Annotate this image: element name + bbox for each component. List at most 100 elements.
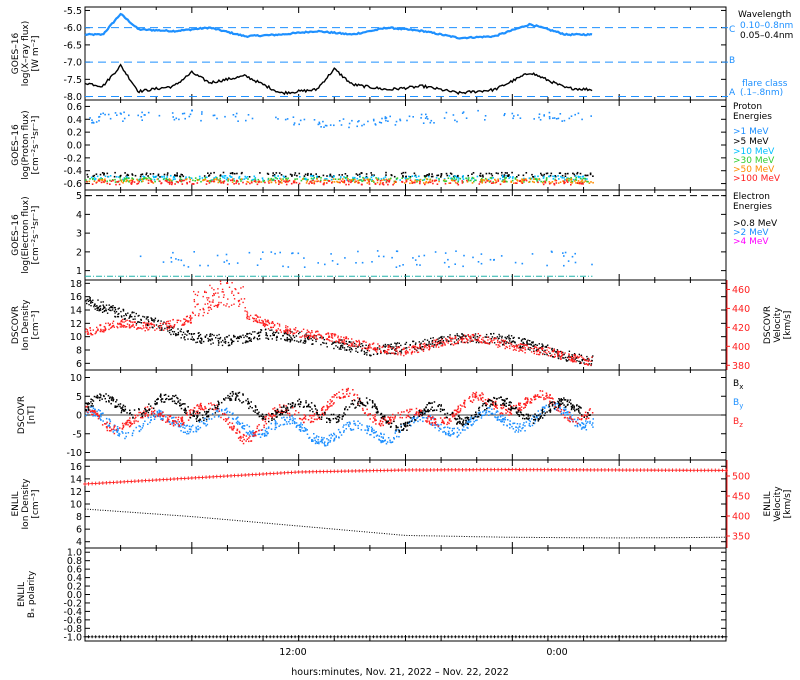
proton-point	[440, 174, 443, 177]
electron-point	[248, 251, 251, 254]
proton-point	[350, 180, 353, 183]
proton-point	[300, 179, 303, 182]
density-point	[456, 333, 458, 335]
proton-point	[457, 179, 460, 181]
proton-point	[502, 176, 504, 178]
density-point	[340, 346, 342, 348]
velocity-point	[145, 324, 147, 327]
proton-point	[553, 175, 556, 178]
velocity-point	[443, 342, 445, 344]
velocity-point	[168, 323, 171, 325]
mag-point	[502, 406, 505, 409]
mag-point	[400, 411, 403, 413]
velocity-point	[162, 322, 164, 324]
mag-point	[294, 418, 296, 420]
proton-point	[114, 178, 116, 181]
velocity-point	[147, 329, 149, 331]
mag-point	[453, 432, 455, 434]
velocity-point	[524, 352, 526, 354]
velocity-point	[441, 341, 443, 343]
mag-point	[456, 410, 458, 413]
velocity-point	[352, 343, 354, 345]
proton-point	[152, 175, 155, 178]
mag-point	[222, 413, 224, 415]
proton-point	[245, 119, 247, 122]
proton-point	[246, 176, 249, 178]
mag-point	[162, 417, 164, 420]
proton-point	[342, 181, 344, 183]
proton-point	[533, 181, 535, 184]
velocity-point	[233, 303, 235, 305]
mag-point	[116, 430, 118, 433]
proton-point	[372, 118, 375, 121]
density-point	[448, 340, 450, 342]
proton-point	[511, 112, 514, 115]
proton-point	[285, 183, 288, 186]
proton-point	[444, 182, 447, 185]
mag-point	[260, 429, 263, 431]
density-point	[441, 343, 444, 345]
density-point	[430, 337, 432, 340]
density-point	[573, 353, 576, 355]
mag-point	[392, 413, 394, 416]
proton-point	[589, 172, 592, 175]
velocity-point	[311, 331, 313, 334]
density-point	[244, 335, 247, 337]
density-point	[447, 340, 449, 342]
proton-point	[573, 173, 576, 176]
mag-point	[231, 429, 233, 431]
mag-point	[270, 428, 273, 430]
density-point	[242, 342, 244, 344]
mag-point	[463, 403, 466, 405]
proton-point	[208, 174, 211, 176]
mag-point	[319, 414, 322, 416]
density-point	[216, 334, 218, 337]
proton-point	[126, 179, 128, 181]
velocity-point	[101, 330, 104, 333]
density-point	[137, 321, 139, 323]
density-point	[529, 347, 531, 349]
density-point	[157, 326, 160, 328]
mag-point	[472, 392, 474, 394]
mag-point	[215, 408, 217, 411]
mag-point	[399, 431, 401, 433]
mag-point	[262, 419, 264, 421]
mag-point	[569, 418, 571, 420]
mag-point	[327, 439, 330, 441]
proton-point	[271, 179, 273, 181]
velocity-point	[304, 336, 306, 338]
mag-point	[501, 407, 503, 410]
velocity-point	[404, 352, 407, 354]
density-point	[275, 339, 278, 341]
proton-point	[185, 176, 187, 178]
mag-point	[304, 418, 307, 420]
proton-point	[340, 124, 343, 126]
density-point	[114, 309, 117, 311]
velocity-point	[213, 305, 215, 307]
density-point	[217, 340, 220, 342]
proton-point	[348, 183, 350, 186]
mag-point	[294, 413, 296, 416]
mag-point	[302, 417, 305, 420]
velocity-point	[133, 326, 135, 328]
mag-point	[493, 401, 495, 403]
mag-point	[407, 411, 410, 414]
mag-point	[189, 431, 191, 433]
proton-point	[360, 172, 363, 174]
mag-point	[107, 425, 109, 427]
density-point	[340, 348, 342, 350]
mag-point	[415, 414, 417, 416]
mag-point	[479, 411, 481, 414]
density-point	[300, 339, 302, 342]
density-point	[247, 333, 249, 335]
mag-point	[102, 420, 104, 422]
mag-point	[564, 409, 567, 411]
proton-point	[512, 117, 514, 120]
velocity-point	[309, 334, 312, 336]
proton-point	[481, 179, 484, 181]
velocity-point	[419, 344, 421, 347]
mag-point	[343, 431, 345, 433]
mag-point	[329, 439, 332, 442]
density-point	[519, 345, 521, 347]
proton-point	[346, 179, 348, 181]
